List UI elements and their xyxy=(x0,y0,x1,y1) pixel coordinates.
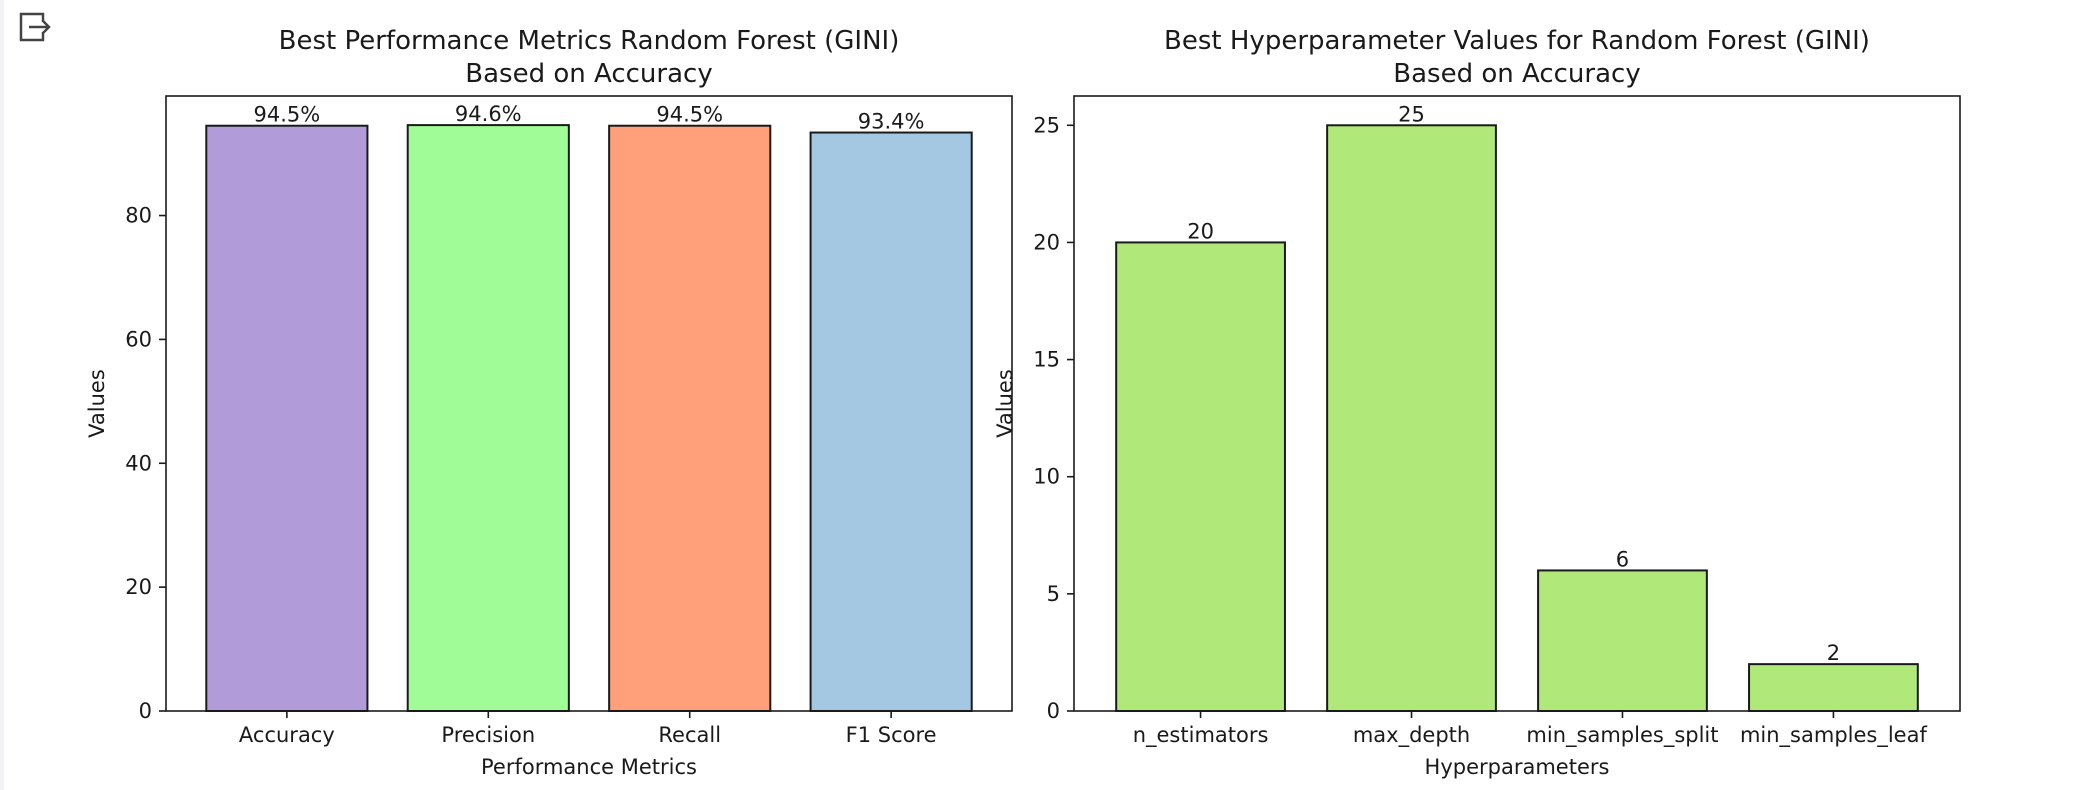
y-axis-label: Values xyxy=(993,369,1017,438)
data-label: 2 xyxy=(1827,641,1840,665)
chart-subtitle: Based on Accuracy xyxy=(1393,59,1640,89)
y-tick-label: 5 xyxy=(1047,582,1060,606)
x-tick-label: max_depth xyxy=(1353,723,1470,748)
y-axis-label: Values xyxy=(85,369,109,438)
data-label: 93.4% xyxy=(858,110,925,134)
x-tick-label: min_samples_split xyxy=(1526,723,1718,748)
data-label: 25 xyxy=(1398,102,1425,126)
x-tick-label: Recall xyxy=(658,723,721,747)
y-tick-label: 40 xyxy=(125,451,152,475)
y-tick-label: 15 xyxy=(1033,348,1060,372)
plot-frame xyxy=(165,95,1013,712)
y-tick-label: 20 xyxy=(125,575,152,599)
x-axis-label: Performance Metrics xyxy=(481,755,697,779)
x-axis-label: Hyperparameters xyxy=(1425,755,1610,779)
x-tick-label: F1 Score xyxy=(846,723,937,747)
chart-title: Best Hyperparameter Values for Random Fo… xyxy=(1164,26,1870,56)
x-tick-label: n_estimators xyxy=(1133,723,1269,748)
plot-frame xyxy=(1073,95,1961,712)
bar-min-samples-split xyxy=(1537,569,1708,713)
chart-subtitle: Based on Accuracy xyxy=(465,59,712,89)
y-tick-label: 60 xyxy=(125,327,152,351)
cell-gutter xyxy=(0,0,4,790)
data-label: 20 xyxy=(1187,219,1214,243)
data-label: 94.5% xyxy=(656,103,723,127)
data-label: 94.6% xyxy=(455,102,522,126)
data-label: 6 xyxy=(1616,547,1629,571)
bar-f1-score xyxy=(809,131,973,713)
y-tick-label: 10 xyxy=(1033,465,1060,489)
x-tick-label: min_samples_leaf xyxy=(1740,723,1928,748)
bar-accuracy xyxy=(205,124,369,713)
y-tick-label: 0 xyxy=(139,699,152,723)
y-tick-label: 0 xyxy=(1047,699,1060,723)
bar-recall xyxy=(608,124,772,713)
bar-n-estimators xyxy=(1115,241,1286,713)
data-label: 94.5% xyxy=(253,103,320,127)
bar-max-depth xyxy=(1326,124,1497,713)
x-tick-label: Precision xyxy=(441,723,535,747)
y-tick-label: 80 xyxy=(125,204,152,228)
y-tick-label: 25 xyxy=(1033,113,1060,137)
chart-title: Best Performance Metrics Random Forest (… xyxy=(279,26,900,56)
chart-1: 94.5% 94.6% 94.5% 93.4% 0 20 40 60 80 Accuracy Pre… xyxy=(85,26,1013,779)
output-redirect-icon[interactable] xyxy=(18,10,54,46)
bar-precision xyxy=(406,124,570,712)
bar-min-samples-leaf xyxy=(1748,663,1919,713)
x-tick-label: Accuracy xyxy=(239,723,335,747)
y-tick-label: 20 xyxy=(1033,230,1060,254)
